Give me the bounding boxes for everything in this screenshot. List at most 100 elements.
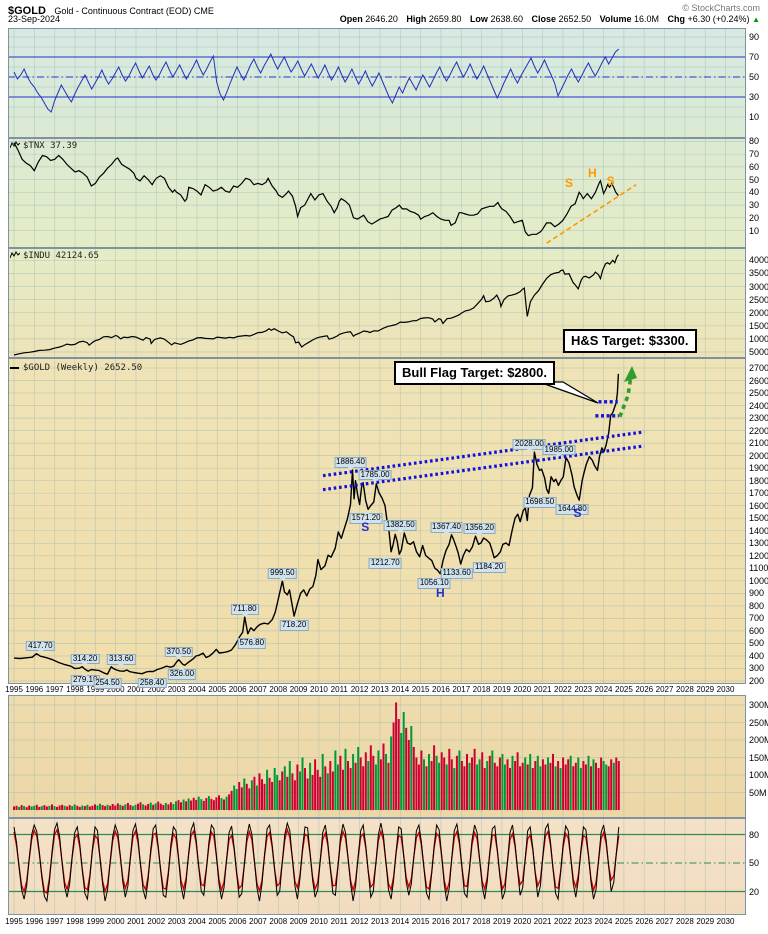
year-label: 2029 [696,917,715,926]
copyright: © StockCharts.com [682,3,760,13]
axis-tick-label: 100M [749,770,768,780]
year-label: 2016 [432,917,450,926]
price-callout: 1644.80 [555,502,589,515]
year-label: 2021 [533,917,552,926]
volume-value: 16.0M [633,14,659,24]
year-label: 2017 [452,685,471,694]
chg-up-arrow-icon: ▲ [752,15,760,24]
stoch-fast-line [13,821,620,903]
price-callout: 254.50 [93,676,122,689]
annotation-pointer [538,381,599,404]
year-label: 2018 [472,917,491,926]
symbol: $GOLD [8,5,46,17]
rsi-line [13,48,620,113]
axis-tick-label: 50 [749,72,760,82]
price-callout: 1367.40 [430,521,463,535]
year-label: 2020 [513,917,532,926]
axis-tick-label: 30 [749,200,760,211]
price-callout: 417.70 [26,640,55,654]
year-label: 2003 [167,685,186,694]
year-label: 2028 [675,685,694,694]
axis-tick-label: 2200 [749,425,768,436]
price-callout: 314.20 [70,653,100,667]
year-label: 2025 [614,685,633,694]
axis-tick-label: 800 [749,600,765,611]
year-label: 2012 [350,917,369,926]
year-label: 2010 [310,685,328,694]
axis-tick-label: 2100 [749,438,768,449]
axis-tick-label: 1400 [749,525,768,536]
stoch-slow-line [13,826,620,895]
price-callout: 1212.70 [368,556,402,569]
axis-tick-label: 1500 [749,513,768,524]
indu-panel-label: $INDU 42124.65 [9,251,99,262]
axis-tick-label: 70 [749,149,760,160]
target-arrowhead [624,366,637,382]
axis-tick-label: 80 [749,136,760,147]
chg-label: Chg [667,14,686,24]
year-label: 2003 [167,917,186,926]
price-callout: 1698.50 [523,495,557,509]
year-label: 2014 [391,917,410,926]
axis-tick-label: 2600 [749,375,768,386]
axis-tick-label: 5000 [749,347,768,357]
axis-tick-label: 1000 [749,575,768,586]
high-value: 2659.80 [428,14,462,24]
price-callout: 2028.00 [512,439,546,452]
axis-tick-label: 50 [749,858,760,868]
tnx-panel-label: $TNX 37.39 [9,141,77,152]
year-label: 2017 [452,917,471,926]
price-callout: 1133.60 [440,566,473,579]
gold-channel-line [322,444,645,492]
tnx-shs-letter: S [564,176,574,191]
target-arrow [618,375,633,418]
low-label: Low [469,14,488,24]
axis-tick-label: 150M [749,752,768,763]
axis-tick-label: 40000 [749,255,768,266]
year-label: 2002 [147,917,166,926]
year-label: 1997 [45,685,64,694]
year-label: 2008 [269,685,288,694]
axis-tick-label: 300 [749,663,765,674]
axis-tick-label: 60 [749,161,760,172]
axis-tick-label: 50M [749,787,767,798]
price-callout: 1056.10 [417,575,451,589]
hs-pattern-letter: S [361,520,370,534]
symbol-description: Gold - Continuous Contract (EOD) CME [54,6,214,16]
axis-tick-label: 80 [749,829,760,840]
open-value: 2646.20 [365,14,398,24]
axis-tick-label: 2500 [749,388,768,399]
tnx-shs-letter: S [606,173,615,188]
gold-channel-line [322,430,645,478]
year-label: 2024 [594,685,613,694]
year-label: 2022 [554,685,572,694]
axis-tick-label: 10000 [749,333,768,344]
year-label: 2015 [411,917,430,926]
axis-tick-label: 25000 [749,294,768,305]
year-label: 2028 [675,917,694,926]
axis-tick-label: 1600 [749,500,768,511]
price-callout: 1184.20 [473,559,506,573]
year-label: 2007 [249,685,267,694]
year-label: 2022 [554,917,572,926]
axis-tick-label: 20 [749,212,760,223]
axis-tick-label: 1200 [749,550,768,561]
gold-panel-label: $GOLD (Weekly) 2652.50 [10,363,142,373]
year-label: 2002 [147,685,166,694]
axis-tick-label: 300M [749,700,768,710]
axis-tick-label: 250M [749,717,768,728]
axis-tick-label: 200M [749,735,768,745]
axis-tick-label: 600 [749,625,765,636]
chart-header: $GOLD Gold - Continuous Contract (EOD) C… [8,1,760,17]
axis-tick-label: 1100 [749,563,768,574]
axis-tick-label: 70 [749,52,760,62]
year-label: 2001 [127,685,145,694]
year-label: 2005 [208,685,227,694]
year-label: 1998 [66,685,84,694]
year-label: 1999 [86,685,105,694]
year-label: 2027 [655,917,674,926]
year-label: 2004 [188,917,206,926]
year-label: 2023 [574,917,593,926]
price-callout: 313.60 [106,653,136,667]
